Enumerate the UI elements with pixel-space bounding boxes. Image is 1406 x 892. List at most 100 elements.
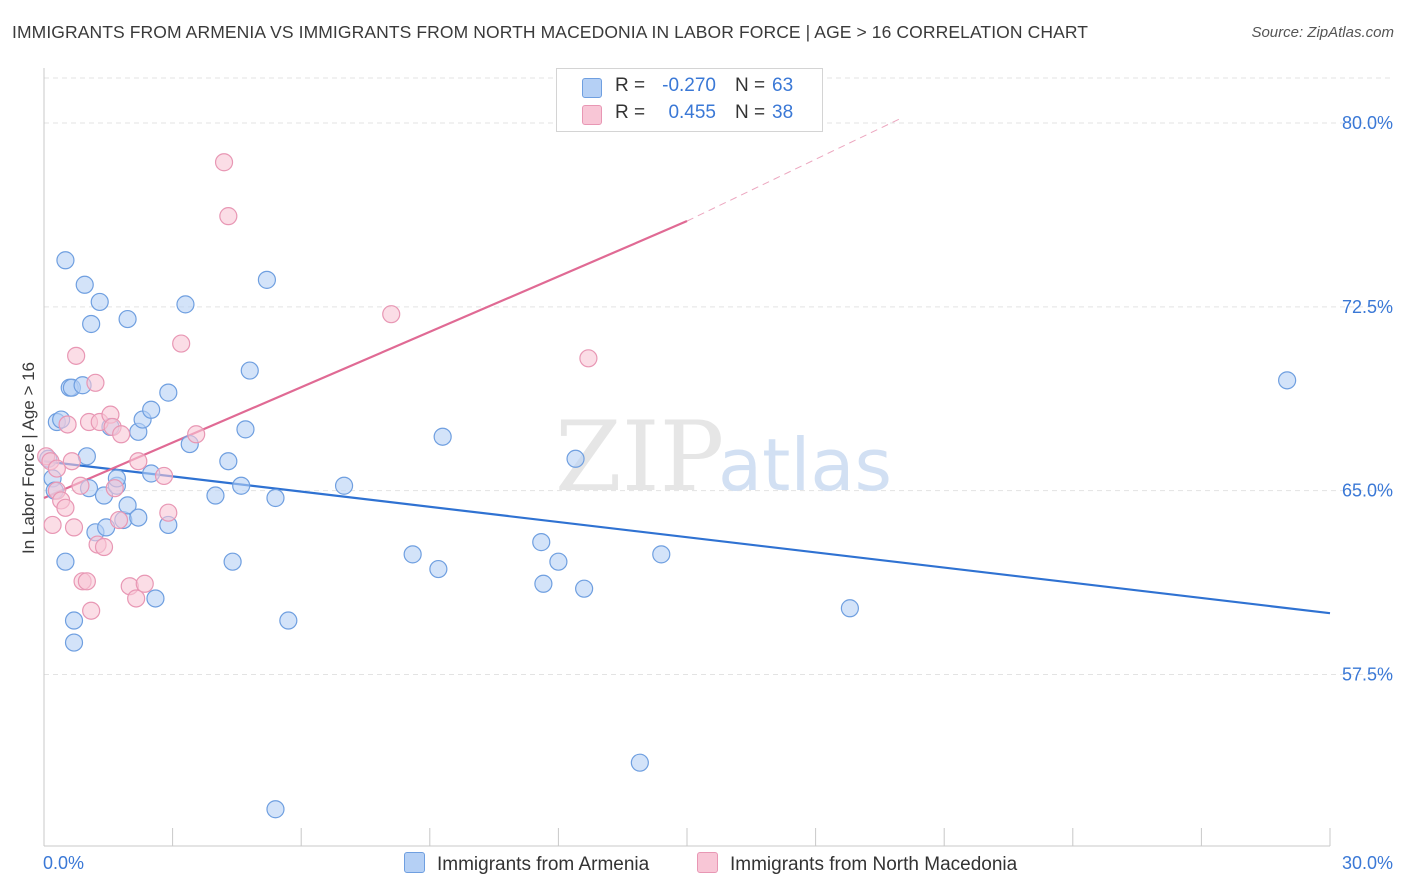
tick-labels: 57.5% 65.0% 72.5% 80.0% 0.0% 30.0% [43,113,1393,873]
armenia-point [118,496,137,515]
macedonia-trend-extension [686,117,902,222]
macedonia-point [187,425,206,444]
armenia-point [566,449,585,468]
macedonia-point [382,305,401,324]
armenia-point [219,452,238,471]
chart-title: IMMIGRANTS FROM ARMENIA VS IMMIGRANTS FR… [12,22,1089,42]
legend-n-label: N = [735,75,766,96]
macedonia-point [43,515,62,535]
armenia-point [840,599,859,618]
x-tick-label: 30.0% [1342,853,1393,873]
macedonia-point [71,476,90,495]
legend-item-macedonia[interactable]: Immigrants from North Macedonia [697,852,1017,876]
armenia-point [118,309,137,329]
armenia-point [77,447,96,466]
legend-r-value-armenia: -0.270 [662,75,716,96]
armenia-point [1278,371,1297,390]
armenia-point [82,314,101,334]
macedonia-point [47,459,66,478]
armenia-point [75,275,94,294]
watermark: ZIP atlas [555,401,892,513]
armenia-point [142,400,161,419]
armenia-point [279,611,298,630]
macedonia-point [64,518,84,537]
macedonia-point [579,349,598,368]
armenia-point [129,508,148,527]
armenia-point [159,383,178,402]
legend-swatch-macedonia [697,852,718,873]
legend-n-value-armenia: 63 [772,75,794,96]
macedonia-point [105,479,124,498]
macedonia-point [129,452,148,471]
armenia-point [56,251,75,270]
correlation-legend: R = -0.270 N = 63 R = 0.455 N = 38 [556,68,823,132]
armenia-point [146,589,165,608]
armenia-point [575,579,594,598]
armenia-point [176,295,195,314]
armenia-point [549,552,568,571]
armenia-point [334,476,354,495]
legend-swatch-armenia [404,852,425,873]
legend-swatch-armenia [582,78,602,98]
armenia-point [532,533,551,552]
legend-swatch-macedonia [582,105,602,125]
macedonia-trend-line [43,220,688,499]
armenia-point [236,420,255,439]
y-axis-label: In Labor Force | Age > 16 [19,362,38,554]
source-credit: Source: ZipAtlas.com [1251,24,1394,41]
macedonia-point [58,415,77,434]
macedonia-point [109,510,129,530]
legend-n-value-macedonia: 38 [772,102,794,123]
macedonia-point [214,153,234,172]
armenia-trend-line [43,460,1331,615]
armenia-point [652,545,671,564]
legend-label-armenia: Immigrants from Armenia [437,854,650,875]
series-legend: Immigrants from Armenia Immigrants from … [0,852,1406,878]
armenia-point [240,361,259,380]
armenia-point [266,800,285,819]
armenia-point [534,574,553,593]
macedonia-point [94,537,114,557]
legend-label-macedonia: Immigrants from North Macedonia [730,854,1018,875]
armenia-point [64,611,84,630]
y-tick-label: 65.0% [1342,481,1393,501]
legend-r-value-macedonia: 0.455 [668,102,716,123]
armenia-point [630,753,649,772]
data-points [37,153,1297,819]
macedonia-point [112,425,131,444]
y-tick-label: 80.0% [1342,113,1393,133]
armenia-point [64,633,84,652]
macedonia-point [62,452,81,471]
x-tick-label: 0.0% [43,853,84,873]
legend-r-label: R = [615,102,646,123]
macedonia-point [172,334,191,353]
legend-n-label: N = [735,102,766,123]
armenia-point [223,552,242,571]
macedonia-point [86,373,105,392]
macedonia-point [77,572,96,591]
macedonia-point [135,574,154,593]
armenia-point [90,292,109,312]
armenia-point [266,488,285,508]
macedonia-point [56,498,75,517]
armenia-point [232,476,251,495]
armenia-point [429,559,448,579]
legend-item-armenia[interactable]: Immigrants from Armenia [404,852,649,876]
macedonia-point [154,466,174,486]
macedonia-point [159,503,178,522]
legend-r-label: R = [615,75,646,96]
legend-row-macedonia: R = 0.455 N = 38 [557,102,822,128]
macedonia-point [67,346,86,365]
armenia-point [257,270,277,289]
macedonia-point [82,601,101,620]
watermark-atlas: atlas [718,423,892,507]
armenia-point [433,427,452,446]
armenia-point [403,545,422,564]
armenia-point [56,552,75,571]
y-tick-label: 57.5% [1342,664,1393,684]
macedonia-point [127,589,146,608]
macedonia-point [219,207,238,226]
trend-lines [43,117,1331,615]
y-tick-label: 72.5% [1342,297,1393,317]
